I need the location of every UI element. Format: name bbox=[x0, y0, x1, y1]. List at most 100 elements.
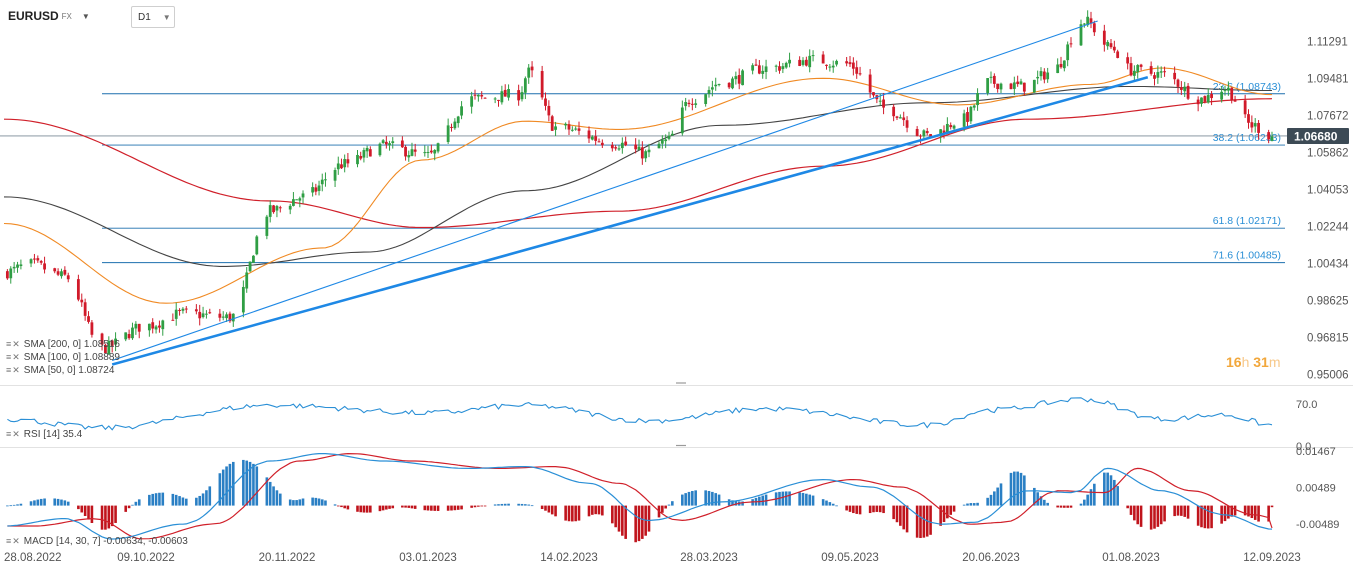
macd-histogram-bar bbox=[1267, 505, 1270, 522]
candle-body bbox=[178, 309, 181, 311]
macd-histogram-bar bbox=[717, 494, 721, 506]
menu-close-icon[interactable]: ≡✕ bbox=[6, 339, 21, 349]
macd-histogram-bar bbox=[107, 505, 111, 529]
macd-histogram-bar bbox=[268, 481, 272, 506]
macd-histogram-bar bbox=[591, 505, 594, 515]
macd-histogram-bar bbox=[1106, 472, 1109, 506]
menu-close-icon[interactable]: ≡✕ bbox=[6, 352, 21, 362]
macd-histogram-bar bbox=[1139, 505, 1143, 527]
macd-histogram-bar bbox=[174, 494, 178, 506]
macd-histogram-bar bbox=[554, 505, 557, 517]
candle-body bbox=[707, 89, 711, 94]
macd-histogram-bar bbox=[497, 504, 500, 506]
sma100-line bbox=[3, 85, 1272, 267]
candle-body bbox=[413, 149, 417, 152]
last-price-tag bbox=[1287, 127, 1349, 144]
candle-body bbox=[436, 143, 440, 152]
candle-body bbox=[976, 93, 979, 106]
candle-body bbox=[684, 102, 688, 107]
candle-body bbox=[1220, 91, 1224, 100]
candle-body bbox=[56, 271, 60, 275]
macd-histogram-bar bbox=[761, 495, 765, 506]
macd-histogram-bar bbox=[483, 505, 487, 507]
macd-axis-label: -0.00489 bbox=[1296, 519, 1339, 531]
date-axis-label: 09.05.2023 bbox=[821, 552, 879, 564]
candle-body bbox=[564, 123, 568, 126]
candle-body bbox=[872, 92, 875, 96]
candle-body bbox=[828, 66, 832, 68]
candle-body bbox=[384, 141, 388, 145]
macd-histogram-bar bbox=[124, 505, 128, 512]
candle-body bbox=[1250, 122, 1254, 128]
macd-histogram-bar bbox=[33, 500, 36, 506]
macd-histogram-bar bbox=[781, 491, 785, 506]
timeframe-selector[interactable]: D1 ▼ bbox=[131, 6, 175, 28]
candle-body bbox=[228, 313, 232, 322]
candle-body bbox=[483, 97, 487, 99]
macd-histogram-bar bbox=[544, 505, 547, 511]
candle-body bbox=[610, 144, 614, 149]
macd-histogram-bar bbox=[356, 505, 359, 512]
candle-body bbox=[517, 90, 521, 101]
macd-histogram-bar bbox=[875, 505, 879, 512]
candle-body bbox=[231, 313, 235, 322]
macd-histogram-bar bbox=[919, 505, 922, 539]
candle-body bbox=[804, 59, 808, 66]
macd-histogram-bar bbox=[530, 505, 534, 507]
macd-histogram-bar bbox=[19, 503, 23, 506]
macd-histogram-bar bbox=[694, 490, 697, 506]
legend-macd[interactable]: ≡✕ MACD [14, 30, 7] -0.00634, -0.00603 bbox=[6, 536, 188, 547]
macd-histogram-bar bbox=[63, 500, 67, 506]
price-axis-label: 1.07672 bbox=[1307, 111, 1349, 123]
candle-body bbox=[1079, 24, 1083, 46]
macd-histogram-bar bbox=[594, 505, 597, 515]
candle-body bbox=[208, 312, 212, 314]
candle-body bbox=[667, 135, 671, 139]
candle-body bbox=[356, 154, 359, 165]
macd-histogram-bar bbox=[831, 503, 835, 506]
macd-histogram-bar bbox=[577, 505, 581, 521]
macd-histogram-bar bbox=[324, 500, 327, 506]
candle-body bbox=[493, 98, 497, 100]
candle-body bbox=[158, 325, 161, 328]
legend-sma50[interactable]: ≡✕ SMA [50, 0] 1.08724 bbox=[6, 365, 114, 376]
macd-histogram-bar bbox=[127, 505, 131, 509]
macd-histogram-bar bbox=[6, 505, 9, 507]
legend-sma200[interactable]: ≡✕ SMA [200, 0] 1.08516 bbox=[6, 339, 120, 350]
legend-sma100[interactable]: ≡✕ SMA [100, 0] 1.08889 bbox=[6, 352, 120, 363]
menu-close-icon[interactable]: ≡✕ bbox=[6, 536, 21, 546]
candle-body bbox=[1089, 18, 1093, 24]
macd-histogram-bar bbox=[39, 498, 43, 506]
macd-histogram-bar bbox=[1233, 505, 1237, 516]
menu-close-icon[interactable]: ≡✕ bbox=[6, 429, 21, 439]
candle-body bbox=[570, 129, 574, 131]
candle-body bbox=[362, 150, 366, 158]
candle-body bbox=[949, 125, 953, 128]
candle-body bbox=[1223, 90, 1227, 92]
macd-histogram-bar bbox=[298, 499, 302, 506]
candle-body bbox=[687, 102, 691, 105]
macd-histogram-bar bbox=[178, 496, 181, 506]
candle-body bbox=[530, 66, 534, 71]
macd-histogram-bar bbox=[966, 503, 969, 506]
macd-histogram-bar bbox=[1066, 505, 1069, 508]
legend-rsi[interactable]: ≡✕ RSI [14] 35.4 bbox=[6, 429, 82, 440]
macd-histogram-bar bbox=[667, 504, 671, 506]
candle-body bbox=[1022, 82, 1026, 92]
symbol-selector[interactable]: EURUSD FX ▼ bbox=[8, 6, 90, 26]
price-axis-label: 0.95006 bbox=[1307, 370, 1349, 382]
candle-body bbox=[969, 106, 973, 122]
candle-body bbox=[63, 269, 67, 275]
macd-histogram-bar bbox=[1186, 505, 1190, 519]
candle-body bbox=[644, 151, 648, 159]
candle-body bbox=[36, 258, 40, 261]
candle-body bbox=[1112, 46, 1116, 51]
menu-close-icon[interactable]: ≡✕ bbox=[6, 365, 21, 375]
candle-body bbox=[1009, 83, 1013, 90]
macd-histogram-bar bbox=[460, 505, 463, 510]
candle-body bbox=[87, 316, 90, 322]
macd-histogram-bar bbox=[56, 498, 60, 506]
macd-histogram-bar bbox=[90, 505, 94, 523]
macd-histogram-bar bbox=[1113, 479, 1116, 506]
